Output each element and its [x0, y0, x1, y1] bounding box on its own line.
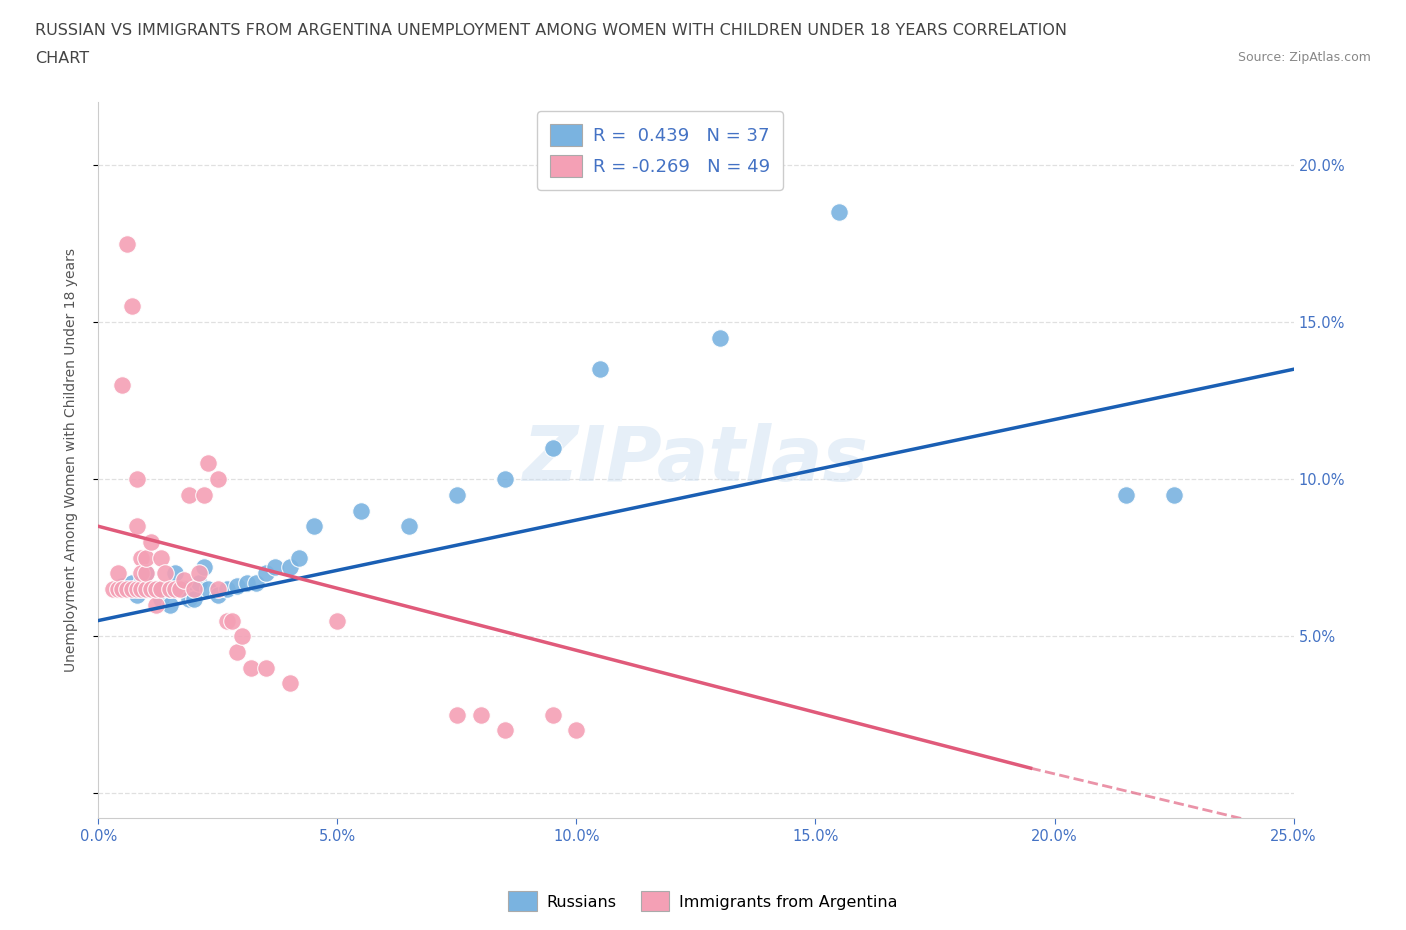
Point	[163, 581, 186, 596]
Point	[350, 503, 373, 518]
Point	[494, 472, 516, 486]
Point	[254, 660, 277, 675]
Point	[131, 576, 153, 591]
Point	[121, 581, 143, 596]
Point	[139, 535, 162, 550]
Point	[709, 330, 731, 345]
Point	[446, 487, 468, 502]
Point	[173, 572, 195, 587]
Point	[135, 566, 157, 581]
Point	[169, 581, 191, 596]
Point	[125, 581, 148, 596]
Point	[217, 613, 239, 628]
Point	[589, 362, 612, 377]
Legend: Russians, Immigrants from Argentina: Russians, Immigrants from Argentina	[502, 885, 904, 917]
Point	[145, 597, 167, 612]
Point	[135, 581, 157, 596]
Point	[135, 566, 157, 581]
Point	[278, 560, 301, 575]
Legend: R =  0.439   N = 37, R = -0.269   N = 49: R = 0.439 N = 37, R = -0.269 N = 49	[537, 112, 783, 190]
Point	[149, 551, 172, 565]
Point	[159, 581, 181, 596]
Point	[193, 560, 215, 575]
Point	[446, 708, 468, 723]
Point	[231, 629, 253, 644]
Point	[155, 566, 177, 581]
Point	[183, 581, 205, 596]
Point	[226, 644, 249, 659]
Point	[541, 708, 564, 723]
Point	[565, 723, 588, 737]
Point	[221, 613, 243, 628]
Point	[187, 566, 209, 581]
Point	[125, 472, 148, 486]
Point	[135, 551, 157, 565]
Point	[187, 576, 209, 591]
Point	[145, 581, 167, 596]
Point	[541, 440, 564, 455]
Point	[179, 487, 201, 502]
Point	[183, 591, 205, 606]
Point	[107, 566, 129, 581]
Point	[245, 576, 267, 591]
Point	[1163, 487, 1185, 502]
Point	[1115, 487, 1137, 502]
Point	[494, 723, 516, 737]
Point	[264, 560, 287, 575]
Y-axis label: Unemployment Among Women with Children Under 18 years: Unemployment Among Women with Children U…	[63, 248, 77, 672]
Point	[197, 581, 219, 596]
Point	[111, 581, 134, 596]
Point	[131, 551, 153, 565]
Point	[235, 576, 257, 591]
Point	[207, 472, 229, 486]
Point	[302, 519, 325, 534]
Text: RUSSIAN VS IMMIGRANTS FROM ARGENTINA UNEMPLOYMENT AMONG WOMEN WITH CHILDREN UNDE: RUSSIAN VS IMMIGRANTS FROM ARGENTINA UNE…	[35, 23, 1067, 38]
Point	[121, 576, 143, 591]
Point	[131, 581, 153, 596]
Point	[139, 581, 162, 596]
Point	[254, 566, 277, 581]
Point	[179, 591, 201, 606]
Text: Source: ZipAtlas.com: Source: ZipAtlas.com	[1237, 51, 1371, 64]
Point	[115, 236, 138, 251]
Point	[159, 597, 181, 612]
Text: ZIPatlas: ZIPatlas	[523, 423, 869, 498]
Point	[173, 581, 195, 596]
Point	[107, 581, 129, 596]
Point	[207, 588, 229, 603]
Point	[226, 578, 249, 593]
Point	[131, 566, 153, 581]
Point	[193, 487, 215, 502]
Point	[111, 578, 134, 593]
Point	[278, 676, 301, 691]
Point	[149, 581, 172, 596]
Point	[145, 581, 167, 596]
Point	[115, 581, 138, 596]
Point	[121, 299, 143, 314]
Point	[197, 456, 219, 471]
Point	[470, 708, 492, 723]
Point	[163, 566, 186, 581]
Point	[207, 581, 229, 596]
Point	[828, 205, 851, 219]
Text: CHART: CHART	[35, 51, 89, 66]
Point	[240, 660, 263, 675]
Point	[125, 588, 148, 603]
Point	[217, 581, 239, 596]
Point	[111, 378, 134, 392]
Point	[101, 581, 124, 596]
Point	[326, 613, 349, 628]
Point	[398, 519, 420, 534]
Point	[135, 581, 157, 596]
Point	[125, 519, 148, 534]
Point	[149, 591, 172, 606]
Point	[288, 551, 311, 565]
Point	[159, 581, 181, 596]
